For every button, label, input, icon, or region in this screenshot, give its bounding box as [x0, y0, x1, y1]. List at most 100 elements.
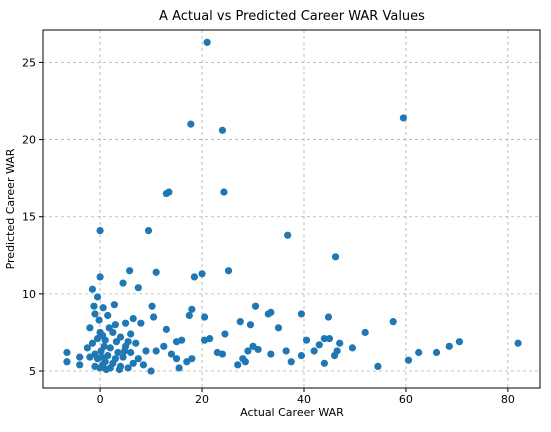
point [160, 342, 168, 350]
point [185, 311, 193, 320]
point [274, 324, 283, 332]
point [116, 333, 125, 341]
point [91, 362, 99, 370]
x-tick-label: 0 [97, 393, 104, 406]
point [389, 318, 397, 326]
point [93, 293, 102, 301]
point [144, 227, 153, 235]
x-axis-label: Actual Career WAR [240, 406, 344, 419]
point [119, 279, 127, 287]
point [241, 358, 249, 366]
point [147, 367, 155, 375]
point [331, 253, 340, 261]
y-tick-label: 15 [22, 211, 36, 224]
point [200, 313, 209, 321]
point [172, 338, 181, 346]
point [129, 359, 137, 367]
point [86, 353, 94, 361]
plot-frame [42, 29, 541, 389]
point [190, 273, 198, 281]
point [336, 339, 344, 347]
point [129, 314, 137, 323]
point [134, 284, 142, 292]
point [234, 361, 242, 369]
point [310, 347, 318, 355]
point [246, 321, 255, 329]
point [126, 267, 134, 275]
y-tick-label: 5 [29, 365, 36, 378]
point [224, 267, 233, 275]
point [104, 351, 112, 360]
point [374, 362, 382, 370]
point [162, 325, 170, 333]
point [114, 348, 122, 357]
point [267, 350, 275, 358]
point [98, 353, 106, 361]
point [88, 285, 97, 293]
point [162, 189, 170, 198]
point [287, 358, 295, 366]
point [415, 348, 423, 357]
point [220, 188, 228, 196]
point [320, 335, 328, 343]
point [63, 358, 71, 366]
point [264, 310, 272, 318]
point [203, 38, 211, 46]
point [284, 231, 292, 239]
point [324, 313, 333, 321]
point [297, 351, 306, 360]
point [188, 305, 196, 313]
point [127, 348, 135, 357]
point [236, 318, 244, 326]
point [76, 361, 84, 369]
point [172, 355, 181, 363]
point [399, 114, 407, 122]
point [361, 328, 369, 337]
point [139, 361, 148, 369]
point [152, 268, 160, 276]
point [86, 324, 94, 332]
point [96, 273, 104, 281]
point [198, 270, 206, 278]
point [105, 324, 113, 332]
point [137, 319, 145, 327]
point [102, 365, 110, 374]
chart-title: A Actual vs Predicted Career WAR Values [159, 9, 425, 24]
point [83, 344, 91, 352]
x-tick-label: 80 [501, 393, 515, 406]
point [221, 330, 229, 338]
point [63, 348, 71, 357]
point [121, 319, 130, 327]
point [142, 347, 150, 355]
point [95, 316, 103, 324]
point [90, 302, 98, 310]
y-tick-label: 20 [22, 134, 36, 147]
point [348, 344, 357, 352]
point [249, 342, 257, 350]
point [455, 338, 464, 346]
point [134, 355, 142, 363]
point [93, 335, 102, 343]
point [167, 350, 176, 358]
point [115, 365, 124, 374]
point [110, 301, 118, 309]
point [432, 348, 441, 357]
point [330, 351, 339, 360]
point [111, 355, 119, 363]
point [104, 311, 112, 320]
point [325, 335, 334, 343]
point [111, 321, 119, 329]
point [119, 353, 127, 361]
point [152, 347, 160, 355]
point [100, 342, 108, 350]
point [297, 310, 306, 318]
point [88, 339, 97, 347]
point [218, 126, 227, 134]
point [302, 336, 311, 344]
point [132, 339, 140, 347]
point [96, 227, 104, 235]
point [150, 313, 158, 321]
x-tick-label: 40 [297, 393, 311, 406]
point [200, 336, 209, 344]
